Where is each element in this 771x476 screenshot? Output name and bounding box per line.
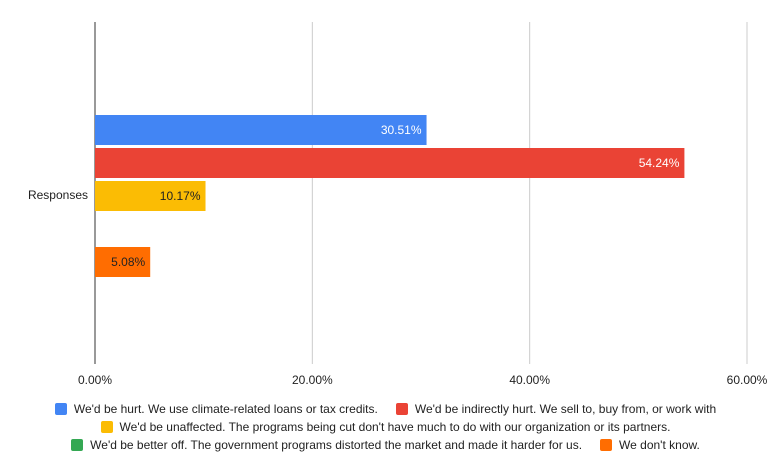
bar[interactable] [95,181,206,211]
legend-row-1: We'd be hurt. We use climate-related loa… [0,402,771,416]
x-tick-label: 20.00% [292,373,333,387]
x-tick-labels: 0.00% 20.00% 40.00% 60.00% [78,373,768,387]
data-label: 5.08% [111,255,145,269]
legend-swatch-red [395,403,408,415]
bar[interactable] [95,247,151,277]
x-tick-label: 40.00% [509,373,550,387]
category-label: Responses [28,188,88,202]
legend-row-2: We'd be unaffected. The programs being c… [0,420,771,434]
legend-swatch-orange [600,439,613,451]
legend-label: We'd be better off. The government progr… [90,438,583,452]
x-tick-label: 0.00% [78,373,112,387]
legend-swatch-green [71,439,84,451]
legend-item-indirectly-hurt[interactable]: We'd be indirectly hurt. We sell to, buy… [395,402,717,416]
legend-label: We'd be indirectly hurt. We sell to, buy… [414,402,717,416]
data-label: 30.51% [381,123,422,137]
legend-label: We'd be hurt. We use climate-related loa… [73,402,378,416]
data-label: 54.24% [639,156,680,170]
legend-item-hurt[interactable]: We'd be hurt. We use climate-related loa… [54,402,378,416]
legend-item-dont-know[interactable]: We don't know. [600,438,700,452]
data-label: 10.17% [160,189,201,203]
legend-label: We don't know. [619,438,700,452]
bar[interactable] [95,115,427,145]
x-tick-label: 60.00% [727,373,768,387]
bar[interactable] [95,148,685,178]
legend-row-3: We'd be better off. The government progr… [0,438,771,452]
legend-item-better-off[interactable]: We'd be better off. The government progr… [71,438,582,452]
bars [95,115,685,277]
legend-item-unaffected[interactable]: We'd be unaffected. The programs being c… [100,420,671,434]
data-labels: 30.51% 54.24% 10.17% 5.08% [111,123,680,269]
bar-chart: 30.51% 54.24% 10.17% 5.08% 0.00% 20.00% 40.00… [28,22,768,387]
legend-label: We'd be unaffected. The programs being c… [119,420,671,434]
legend-swatch-blue [54,403,67,415]
legend-swatch-yellow [100,421,113,433]
